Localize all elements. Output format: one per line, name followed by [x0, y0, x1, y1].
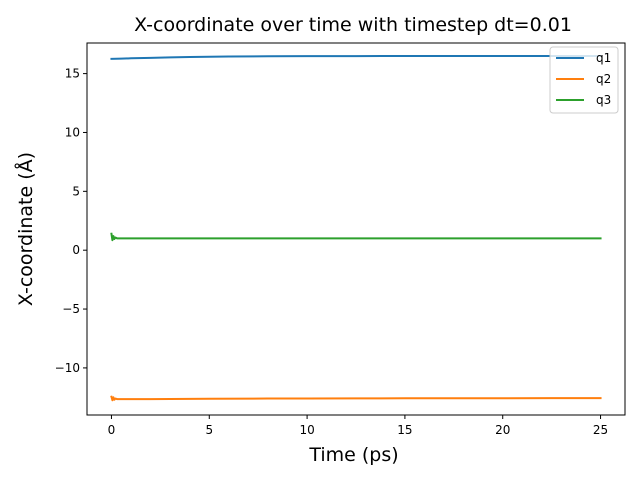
- y-tick-label: 10: [65, 125, 80, 139]
- legend-label-q3: q3: [596, 93, 611, 107]
- x-tick-label: 10: [299, 423, 314, 437]
- y-axis-label: X-coordinate (Å): [14, 152, 37, 306]
- x-tick-label: 5: [205, 423, 213, 437]
- x-tick-label: 20: [495, 423, 510, 437]
- y-tick-label: 0: [72, 243, 80, 257]
- x-tick-label: 25: [593, 423, 608, 437]
- plot-frame: [86, 42, 626, 416]
- legend: q1 q2 q3: [549, 46, 619, 114]
- y-tick-label: 15: [65, 67, 80, 81]
- y-axis-ticks: −10 −5 0 5 10 15: [55, 67, 87, 375]
- x-tick-label: 0: [108, 423, 116, 437]
- series-line-q2: [110, 395, 602, 402]
- series-layer: [110, 54, 602, 402]
- x-tick-label: 15: [397, 423, 412, 437]
- x-axis-label: Time (ps): [308, 444, 398, 466]
- x-axis-ticks: 0 5 10 15 20 25: [108, 415, 608, 437]
- series-line-q1: [110, 54, 602, 60]
- y-tick-label: 5: [72, 184, 80, 198]
- chart-title: X-coordinate over time with timestep dt=…: [134, 14, 572, 36]
- legend-label-q1: q1: [596, 51, 611, 65]
- y-tick-label: −10: [55, 361, 80, 375]
- legend-label-q2: q2: [596, 72, 611, 86]
- y-tick-label: −5: [62, 302, 80, 316]
- series-line-q3: [110, 232, 602, 242]
